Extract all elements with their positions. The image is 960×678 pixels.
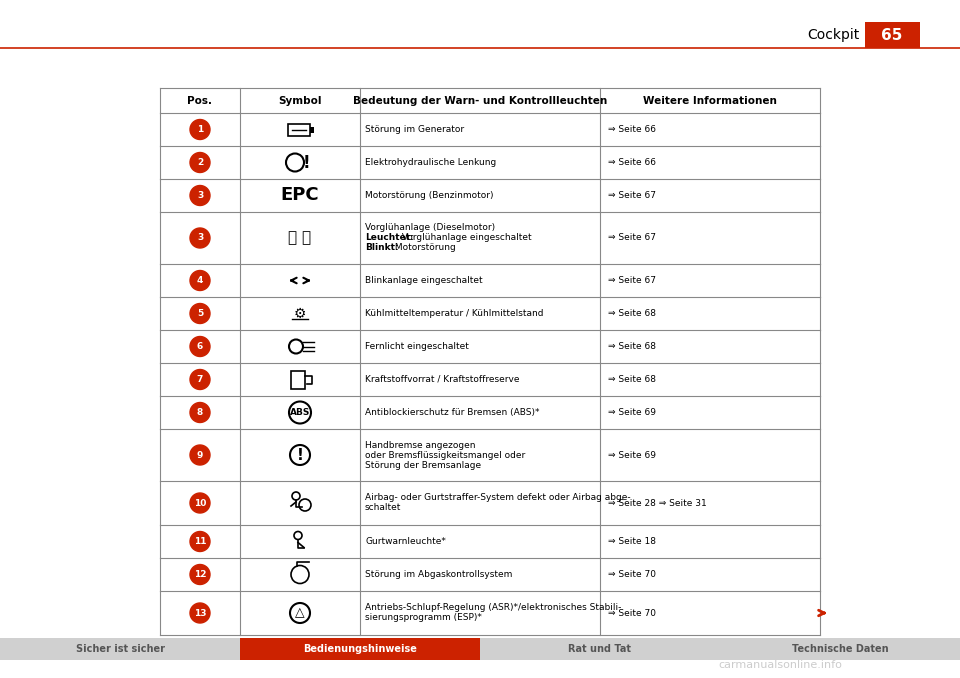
Text: schaltet: schaltet [365,504,401,513]
Text: Sicher ist sicher: Sicher ist sicher [76,644,164,654]
Text: 5: 5 [197,309,204,318]
Circle shape [190,493,210,513]
FancyBboxPatch shape [240,638,480,660]
Text: 3: 3 [197,191,204,200]
FancyBboxPatch shape [288,123,310,136]
Text: ABS: ABS [290,408,310,417]
Text: ⇒ Seite 66: ⇒ Seite 66 [608,125,656,134]
Text: ⇒ Seite 67: ⇒ Seite 67 [608,191,656,200]
Text: Elektrohydraulische Lenkung: Elektrohydraulische Lenkung [365,158,496,167]
Text: ⇒ Seite 69: ⇒ Seite 69 [608,450,656,460]
Text: 65: 65 [881,28,902,43]
Text: Motorstörung (Benzinmotor): Motorstörung (Benzinmotor) [365,191,493,200]
Text: 12: 12 [194,570,206,579]
Text: △: △ [295,607,305,620]
Text: Kühlmitteltemperatur / Kühlmittelstand: Kühlmitteltemperatur / Kühlmittelstand [365,309,543,318]
Text: !: ! [297,447,303,462]
Text: 4: 4 [197,276,204,285]
FancyBboxPatch shape [865,22,920,48]
Text: ⇒ Seite 70: ⇒ Seite 70 [608,608,656,618]
Text: ⇒ Seite 67: ⇒ Seite 67 [608,276,656,285]
FancyBboxPatch shape [291,370,305,388]
Text: Bedienungshinweise: Bedienungshinweise [303,644,417,654]
Circle shape [190,228,210,248]
Text: Fernlicht eingeschaltet: Fernlicht eingeschaltet [365,342,468,351]
Circle shape [190,603,210,623]
Text: 6: 6 [197,342,204,351]
Text: Blinkt:: Blinkt: [365,243,398,252]
Text: Störung der Bremsanlage: Störung der Bremsanlage [365,460,481,469]
Text: ூ ூ: ூ ூ [288,231,312,245]
Text: 13: 13 [194,608,206,618]
Text: 2: 2 [197,158,204,167]
Text: sierungsprogramm (ESP)*: sierungsprogramm (ESP)* [365,614,482,622]
Text: Leuchtet:: Leuchtet: [365,233,414,243]
Text: Antriebs-Schlupf-Regelung (ASR)*/elektronisches Stabili-: Antriebs-Schlupf-Regelung (ASR)*/elektro… [365,603,621,612]
Circle shape [190,445,210,465]
Text: 9: 9 [197,450,204,460]
Text: oder Bremsflüssigkeitsmangel oder: oder Bremsflüssigkeitsmangel oder [365,450,525,460]
Text: ⇒ Seite 66: ⇒ Seite 66 [608,158,656,167]
Text: 8: 8 [197,408,204,417]
FancyBboxPatch shape [310,127,314,132]
FancyBboxPatch shape [720,638,960,660]
FancyBboxPatch shape [0,638,240,660]
Text: ⇒ Seite 69: ⇒ Seite 69 [608,408,656,417]
Text: Störung im Abgaskontrollsystem: Störung im Abgaskontrollsystem [365,570,513,579]
Text: Rat und Tat: Rat und Tat [568,644,632,654]
Text: ⇒ Seite 68: ⇒ Seite 68 [608,375,656,384]
Circle shape [190,119,210,140]
Text: 7: 7 [197,375,204,384]
Text: Kraftstoffvorrat / Kraftstoffreserve: Kraftstoffvorrat / Kraftstoffreserve [365,375,519,384]
Text: Airbag- oder Gurtstraffer-System defekt oder Airbag abge-: Airbag- oder Gurtstraffer-System defekt … [365,494,631,502]
Text: Handbremse angezogen: Handbremse angezogen [365,441,475,450]
FancyBboxPatch shape [480,638,720,660]
Text: 1: 1 [197,125,204,134]
Text: Technische Daten: Technische Daten [792,644,888,654]
Circle shape [190,304,210,323]
Circle shape [190,186,210,205]
Text: ⇒ Seite 28 ⇒ Seite 31: ⇒ Seite 28 ⇒ Seite 31 [608,498,707,508]
Text: carmanualsonline.info: carmanualsonline.info [718,660,842,670]
Text: 10: 10 [194,498,206,508]
Text: Blinkanlage eingeschaltet: Blinkanlage eingeschaltet [365,276,483,285]
Text: Vorglühanlage eingeschaltet: Vorglühanlage eingeschaltet [399,233,532,243]
Circle shape [190,153,210,172]
Text: Störung im Generator: Störung im Generator [365,125,464,134]
Text: Gurtwarnleuchte*: Gurtwarnleuchte* [365,537,445,546]
Text: Vorglühanlage (Dieselmotor): Vorglühanlage (Dieselmotor) [365,224,495,233]
Text: !: ! [302,153,310,172]
Text: 3: 3 [197,233,204,243]
Circle shape [190,565,210,584]
Text: Weitere Informationen: Weitere Informationen [643,96,777,106]
Circle shape [190,336,210,357]
Text: ⇒ Seite 18: ⇒ Seite 18 [608,537,656,546]
Circle shape [190,271,210,290]
Text: Antiblockierschutz für Bremsen (ABS)*: Antiblockierschutz für Bremsen (ABS)* [365,408,540,417]
Circle shape [190,403,210,422]
Text: Motorstörung: Motorstörung [392,243,455,252]
Text: Bedeutung der Warn- und Kontrollleuchten: Bedeutung der Warn- und Kontrollleuchten [353,96,607,106]
Text: Symbol: Symbol [278,96,322,106]
Text: Pos.: Pos. [187,96,212,106]
Text: ⇒ Seite 67: ⇒ Seite 67 [608,233,656,243]
Text: ⚙: ⚙ [294,306,306,321]
Circle shape [190,532,210,551]
Text: 11: 11 [194,537,206,546]
Text: ⇒ Seite 70: ⇒ Seite 70 [608,570,656,579]
Text: ⇒ Seite 68: ⇒ Seite 68 [608,342,656,351]
Text: Cockpit: Cockpit [807,28,860,42]
Text: EPC: EPC [280,186,320,205]
Text: ⇒ Seite 68: ⇒ Seite 68 [608,309,656,318]
Circle shape [190,370,210,389]
